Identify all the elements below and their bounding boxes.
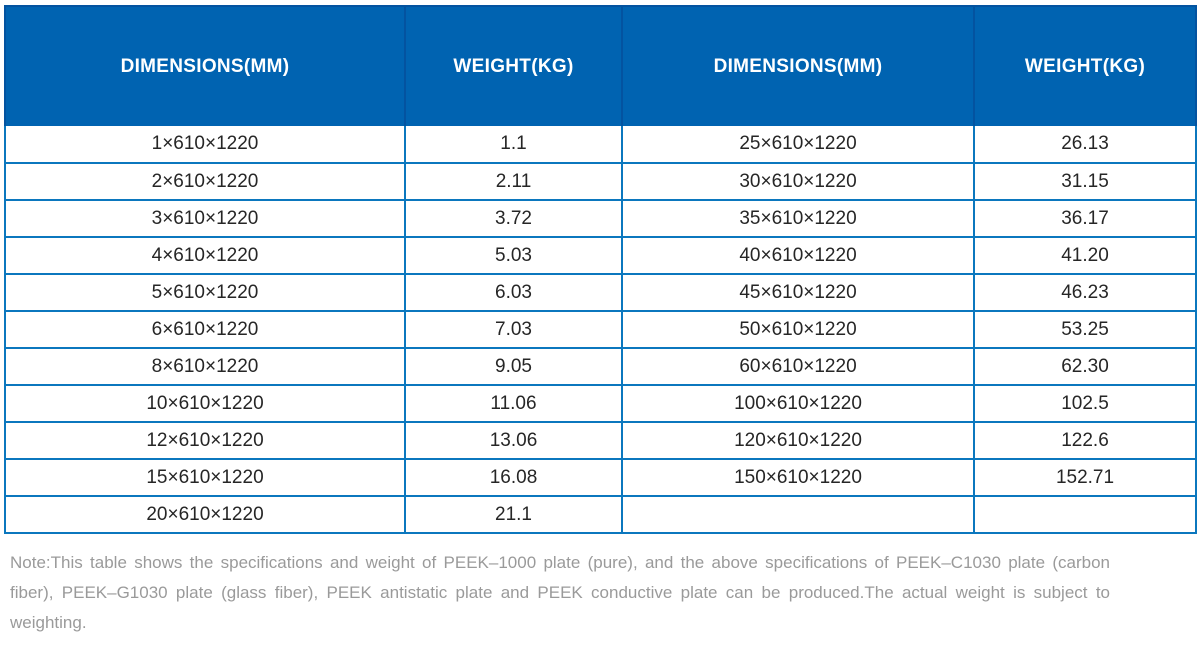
weight-cell-left: 3.72 — [404, 199, 623, 238]
header-row: DIMENSIONS(MM) WEIGHT(KG) DIMENSIONS(MM)… — [4, 5, 1197, 126]
weight-cell-right: 31.15 — [973, 162, 1197, 201]
weight-cell-left: 5.03 — [404, 236, 623, 275]
weight-cell-right — [973, 495, 1197, 534]
weight-cell-right: 41.20 — [973, 236, 1197, 275]
dimensions-cell-left: 4×610×1220 — [4, 236, 406, 275]
col-header-weight-left: WEIGHT(KG) — [404, 5, 623, 126]
dimensions-cell-left: 2×610×1220 — [4, 162, 406, 201]
table-row: 1×610×1220 1.1 25×610×1220 26.13 — [4, 125, 1197, 164]
dimensions-cell-left: 10×610×1220 — [4, 384, 406, 423]
dimensions-cell-right: 25×610×1220 — [621, 125, 975, 164]
dimensions-cell-right: 100×610×1220 — [621, 384, 975, 423]
weight-cell-right: 102.5 — [973, 384, 1197, 423]
dimensions-cell-left: 20×610×1220 — [4, 495, 406, 534]
dimensions-cell-right: 35×610×1220 — [621, 199, 975, 238]
table-row: 5×610×1220 6.03 45×610×1220 46.23 — [4, 273, 1197, 312]
weight-cell-left: 2.11 — [404, 162, 623, 201]
weight-cell-right: 36.17 — [973, 199, 1197, 238]
dimensions-cell-left: 3×610×1220 — [4, 199, 406, 238]
dimensions-cell-left: 1×610×1220 — [4, 125, 406, 164]
weight-cell-left: 9.05 — [404, 347, 623, 386]
col-header-weight-right: WEIGHT(KG) — [973, 5, 1197, 126]
weight-cell-left: 13.06 — [404, 421, 623, 460]
col-header-dimensions-left: DIMENSIONS(MM) — [4, 5, 406, 126]
weight-cell-left: 6.03 — [404, 273, 623, 312]
table-row: 4×610×1220 5.03 40×610×1220 41.20 — [4, 236, 1197, 275]
table-row: 8×610×1220 9.05 60×610×1220 62.30 — [4, 347, 1197, 386]
dimensions-cell-left: 15×610×1220 — [4, 458, 406, 497]
weight-cell-right: 26.13 — [973, 125, 1197, 164]
weight-cell-right: 122.6 — [973, 421, 1197, 460]
weight-cell-right: 152.71 — [973, 458, 1197, 497]
dimensions-cell-right: 40×610×1220 — [621, 236, 975, 275]
weight-cell-left: 16.08 — [404, 458, 623, 497]
table-row: 3×610×1220 3.72 35×610×1220 36.17 — [4, 199, 1197, 238]
weight-cell-left: 11.06 — [404, 384, 623, 423]
col-header-dimensions-right: DIMENSIONS(MM) — [621, 5, 975, 126]
weight-cell-right: 62.30 — [973, 347, 1197, 386]
weight-cell-left: 7.03 — [404, 310, 623, 349]
weight-cell-right: 46.23 — [973, 273, 1197, 312]
table-row: 10×610×1220 11.06 100×610×1220 102.5 — [4, 384, 1197, 423]
page: DIMENSIONS(MM) WEIGHT(KG) DIMENSIONS(MM)… — [0, 5, 1200, 648]
table-row: 12×610×1220 13.06 120×610×1220 122.6 — [4, 421, 1197, 460]
dimensions-cell-right: 60×610×1220 — [621, 347, 975, 386]
dimensions-cell-left: 8×610×1220 — [4, 347, 406, 386]
weight-cell-right: 53.25 — [973, 310, 1197, 349]
table-row: 6×610×1220 7.03 50×610×1220 53.25 — [4, 310, 1197, 349]
dimensions-cell-left: 12×610×1220 — [4, 421, 406, 460]
dimensions-cell-right: 50×610×1220 — [621, 310, 975, 349]
dimensions-cell-right: 120×610×1220 — [621, 421, 975, 460]
weight-cell-left: 21.1 — [404, 495, 623, 534]
dimensions-cell-right: 150×610×1220 — [621, 458, 975, 497]
table-row: 15×610×1220 16.08 150×610×1220 152.71 — [4, 458, 1197, 497]
footnote: Note:This table shows the specifications… — [10, 553, 1110, 632]
dimensions-cell-left: 5×610×1220 — [4, 273, 406, 312]
table-row: 2×610×1220 2.11 30×610×1220 31.15 — [4, 162, 1197, 201]
weight-cell-left: 1.1 — [404, 125, 623, 164]
spec-table: DIMENSIONS(MM) WEIGHT(KG) DIMENSIONS(MM)… — [4, 5, 1197, 534]
dimensions-cell-right: 45×610×1220 — [621, 273, 975, 312]
dimensions-cell-right: 30×610×1220 — [621, 162, 975, 201]
table-body: 1×610×1220 1.1 25×610×1220 26.13 2×610×1… — [4, 125, 1197, 534]
table-row: 20×610×1220 21.1 — [4, 495, 1197, 534]
dimensions-cell-left: 6×610×1220 — [4, 310, 406, 349]
dimensions-cell-right — [621, 495, 975, 534]
